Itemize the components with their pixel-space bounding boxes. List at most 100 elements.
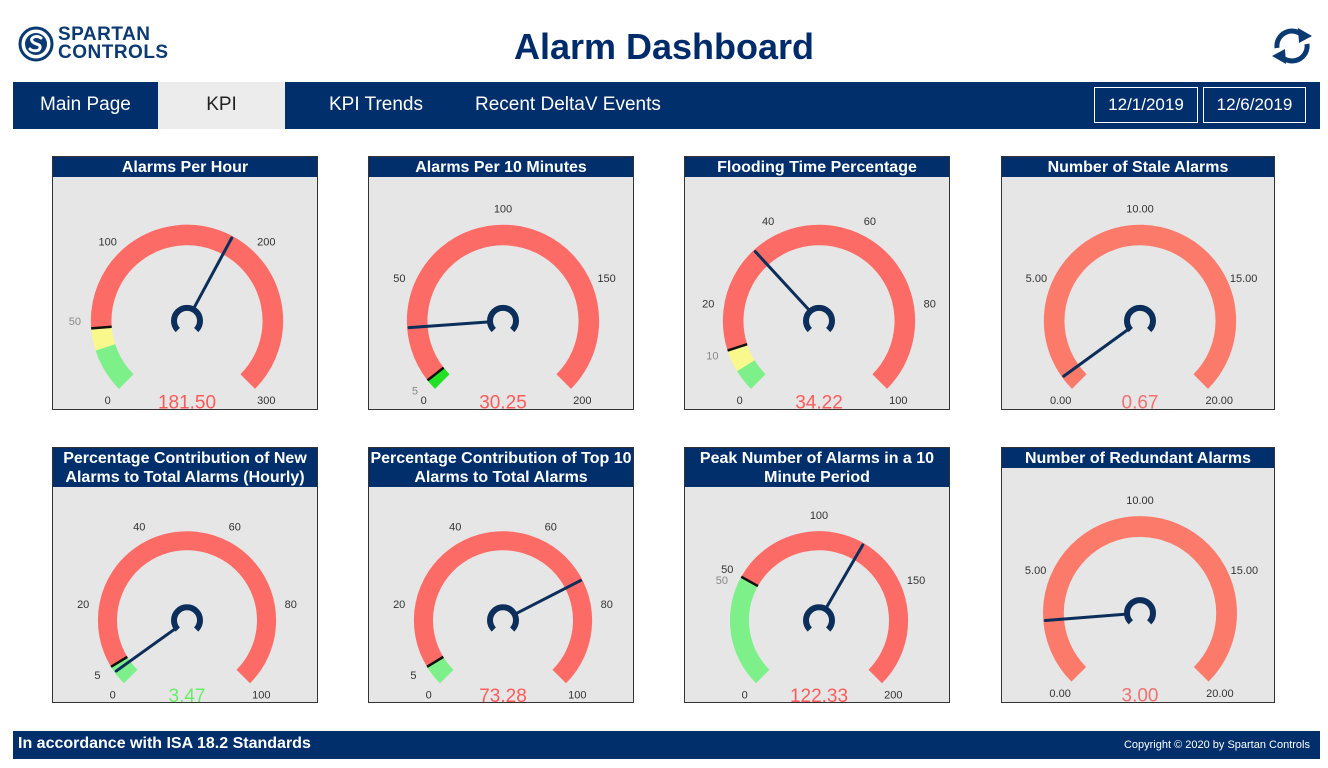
footer-standards-text: In accordance with ISA 18.2 Standards <box>18 735 311 752</box>
gauge-title: Alarms Per Hour <box>53 157 317 177</box>
gauge-tick-label: 50 <box>721 564 733 576</box>
gauge-tick-label: 15.00 <box>1231 565 1259 577</box>
gauge-tick-label: 100 <box>494 204 512 216</box>
gauge-tick-label: 100 <box>810 510 828 522</box>
gauge-tick-label: 20 <box>393 599 405 611</box>
gauge-tick-label: 50 <box>69 316 81 328</box>
gauge-tick-label: 50 <box>716 575 728 587</box>
gauge-tick-label: 0 <box>105 395 111 407</box>
gauge-title: Number of Redundant Alarms <box>1002 448 1274 468</box>
gauge-target-marker <box>426 655 444 668</box>
gauge-target-marker <box>110 655 128 668</box>
gauge-band <box>1043 516 1237 682</box>
gauge-hub <box>1124 304 1156 333</box>
gauge-tick-label: 10 <box>706 350 718 362</box>
gauge-needle <box>512 579 583 617</box>
gauge-tick-label: 150 <box>597 273 615 285</box>
gauge-tick-label: 50 <box>393 273 405 285</box>
gauge-hub <box>1124 597 1156 625</box>
gauge-tick-label: 40 <box>762 216 774 228</box>
footer-copyright: Copyright © 2020 by Spartan Controls <box>1123 739 1310 751</box>
nav-kpi[interactable]: KPI <box>158 82 285 129</box>
gauge-tick-label: 80 <box>924 298 936 310</box>
gauge-title: Percentage Contribution of Top 10 Alarms… <box>369 448 633 487</box>
end-date-field[interactable]: 12/6/2019 <box>1203 87 1306 123</box>
gauge-band <box>413 531 593 684</box>
footer-bar: In accordance with ISA 18.2 Standards Co… <box>13 731 1320 759</box>
brand-line2: CONTROLS <box>58 42 169 63</box>
gauge-band <box>727 343 755 372</box>
gauge-tick-label: 100 <box>568 690 586 702</box>
gauge-hub <box>171 604 203 632</box>
gauge-needle <box>1062 326 1132 378</box>
gauge-card-top10-contribution: Percentage Contribution of Top 10 Alarms… <box>368 447 634 703</box>
gauge-target-marker <box>740 575 759 588</box>
gauge-flooding-time: 0 10 20 40 60 80 100 34.22 <box>702 216 936 409</box>
gauge-hub <box>803 604 835 632</box>
gauge-tick-label: 5 <box>410 670 416 682</box>
gauge-tick-label: 0 <box>742 690 748 702</box>
gauge-band <box>91 326 116 351</box>
gauge-tick-label: 20.00 <box>1206 688 1234 700</box>
gauge-target-marker <box>727 342 748 352</box>
gauge-target-marker <box>91 325 112 330</box>
gauge-target-marker <box>426 366 445 382</box>
gauge-new-alarms-contribution: 05 20 40 60 80 100 3.47 <box>77 522 297 702</box>
gauge-needle <box>753 250 813 314</box>
gauge-band <box>90 224 284 389</box>
gauge-hub <box>803 304 835 333</box>
gauge-tick-label: 60 <box>545 522 557 534</box>
nav-kpi-trends[interactable]: KPI Trends <box>329 94 423 115</box>
gauge-hub <box>487 304 519 333</box>
gauge-tick-label: 100 <box>252 690 270 702</box>
gauge-alarms-per-10-minutes: 05 50 100 150 200 30.25 <box>393 204 616 409</box>
nav-main-page[interactable]: Main Page <box>40 94 131 115</box>
spartan-logo-icon <box>18 26 54 62</box>
gauge-tick-label: 200 <box>257 237 275 249</box>
gauge-tick-label: 40 <box>133 522 145 534</box>
gauge-band <box>95 343 134 389</box>
gauge-needle <box>407 320 493 330</box>
gauge-tick-label: 200 <box>573 395 591 407</box>
gauge-tick-label: 100 <box>889 395 907 407</box>
gauge-needle <box>114 625 179 673</box>
gauge-needle <box>823 543 865 612</box>
gauge-value: 34.22 <box>795 392 843 409</box>
gauge-tick-label: 5.00 <box>1026 273 1047 285</box>
gauge-value: 30.25 <box>479 392 527 409</box>
gauge-card-alarms-per-10-minutes: Alarms Per 10 Minutes 0 5 50 100 150 200 30.25 <box>368 156 634 410</box>
gauge-stale-alarms: 0.00 5.00 10.00 15.00 20.00 0.67 <box>1026 204 1258 409</box>
gauge-tick-label: 150 <box>907 575 925 587</box>
gauge-value: 3.00 <box>1122 685 1159 702</box>
gauge-needle <box>191 236 234 312</box>
gauge-tick-label: 40 <box>449 522 461 534</box>
gauge-value: 0.67 <box>1122 392 1159 409</box>
gauge-value: 73.28 <box>479 686 527 702</box>
gauge-peak-alarms: 0 50 100 150 200 50 122.33 <box>716 510 925 702</box>
gauge-title: Number of Stale Alarms <box>1002 157 1274 177</box>
gauge-tick-label: 60 <box>864 216 876 228</box>
gauge-tick-label: 10.00 <box>1126 495 1154 507</box>
gauge-tick-label: 0.00 <box>1050 395 1071 407</box>
gauge-band <box>97 531 277 684</box>
gauge-tick-label: 80 <box>285 599 297 611</box>
gauge-title: Peak Number of Alarms in a 10 Minute Per… <box>685 448 949 487</box>
start-date-field[interactable]: 12/1/2019 <box>1094 87 1198 123</box>
gauge-band <box>722 224 916 389</box>
gauge-tick-label: 20 <box>702 298 714 310</box>
gauge-tick-label: 10.00 <box>1126 204 1154 216</box>
gauge-alarms-per-hour: 0 50 100 200 300 181.50 <box>69 224 284 409</box>
gauge-tick-label: 5 <box>412 385 418 397</box>
brand-line1: SPARTAN <box>58 24 151 45</box>
gauge-tick-label: 5 <box>94 670 100 682</box>
gauge-card-redundant-alarms: Number of Redundant Alarms 0.00 5.00 10.00… <box>1001 447 1275 703</box>
gauge-band <box>427 656 454 684</box>
nav-recent-deltav-events[interactable]: Recent DeltaV Events <box>475 94 661 115</box>
gauge-band <box>737 360 766 389</box>
gauge-top10-contribution: 05 20 40 60 80 100 73.28 <box>393 522 613 702</box>
gauge-tick-label: 20 <box>77 599 89 611</box>
gauge-band <box>1043 224 1237 389</box>
gauge-tick-label: 60 <box>229 522 241 534</box>
gauge-tick-label: 300 <box>257 395 275 407</box>
refresh-icon[interactable] <box>1268 24 1316 68</box>
